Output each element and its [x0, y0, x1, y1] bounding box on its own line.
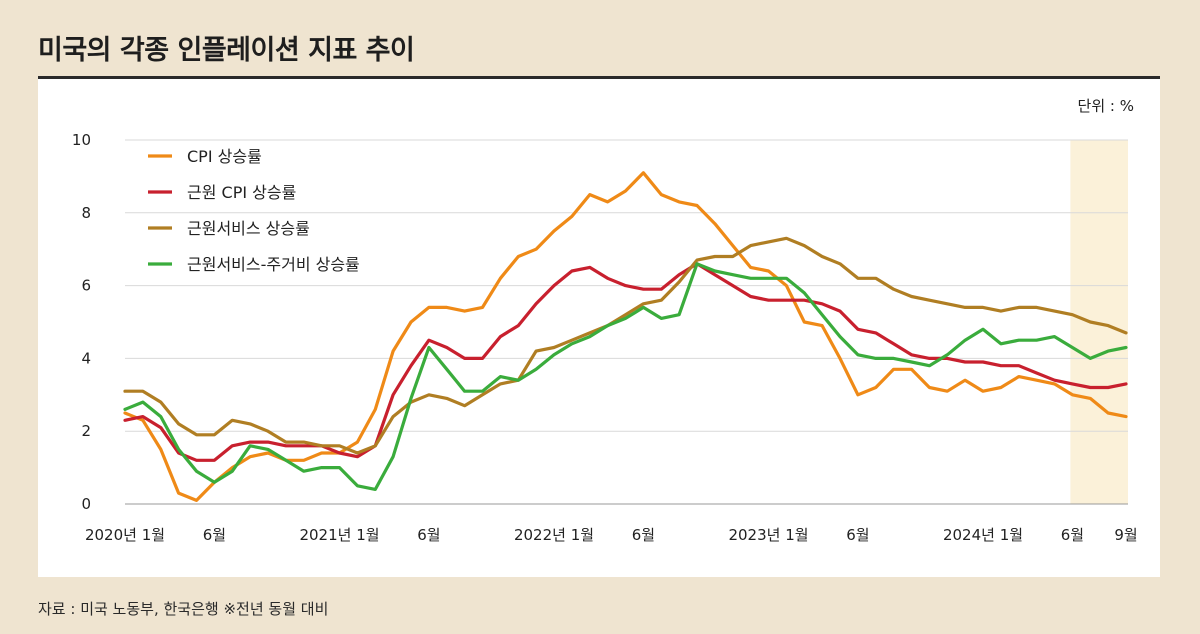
- x-tick-label: 6월: [203, 526, 226, 544]
- legend-label: 근원 CPI 상승률: [187, 183, 296, 202]
- x-tick-label: 2024년 1월: [943, 526, 1023, 544]
- x-tick-label: 2021년 1월: [299, 526, 379, 544]
- x-tick-label: 6월: [1061, 526, 1084, 544]
- x-tick-label: 2022년 1월: [514, 526, 594, 544]
- y-tick-label: 2: [81, 422, 91, 440]
- series-line-2: [123, 262, 1128, 462]
- y-tick-label: 0: [81, 495, 91, 513]
- page-title: 미국의 각종 인플레이션 지표 추이: [38, 35, 415, 66]
- x-tick-label: 2023년 1월: [728, 526, 808, 544]
- y-axis: 0 2 4 6 8 10: [72, 131, 91, 513]
- y-tick-label: 4: [81, 349, 91, 367]
- y-tick-label: 10: [72, 131, 91, 149]
- legend-label: CPI 상승률: [187, 147, 262, 166]
- x-tick-label: 2020년 1월: [85, 526, 165, 544]
- x-tick-label: 6월: [846, 526, 869, 544]
- legend-label: 근원서비스 상승률: [187, 219, 310, 238]
- forecast-highlight-band: [1070, 140, 1128, 504]
- y-tick-label: 6: [81, 277, 91, 295]
- source-note: 자료 : 미국 노동부, 한국은행 ※전년 동월 대비: [38, 600, 329, 618]
- gridlines: [125, 139, 1128, 505]
- series-line-1: [123, 171, 1128, 502]
- x-tick-label: 9월: [1114, 526, 1137, 544]
- title-divider: [38, 76, 1160, 79]
- x-axis: 2020년 1월 6월 2021년 1월 6월 2022년 1월 6월 2023년 1월 6월…: [85, 526, 1138, 544]
- x-tick-label: 6월: [632, 526, 655, 544]
- x-tick-label: 6월: [417, 526, 440, 544]
- series-line-3: [123, 236, 1128, 455]
- unit-label: 단위 : %: [1078, 97, 1134, 115]
- y-tick-label: 8: [81, 204, 91, 222]
- series-lines: [123, 171, 1128, 502]
- chart-panel: 0 2 4 6 8 10 2020년 1월 6월 2021년 1월 6월 2022년 1월 6월 20…: [38, 79, 1160, 577]
- series-line-4: [123, 262, 1128, 491]
- legend-label: 근원서비스-주거비 상승률: [187, 255, 360, 274]
